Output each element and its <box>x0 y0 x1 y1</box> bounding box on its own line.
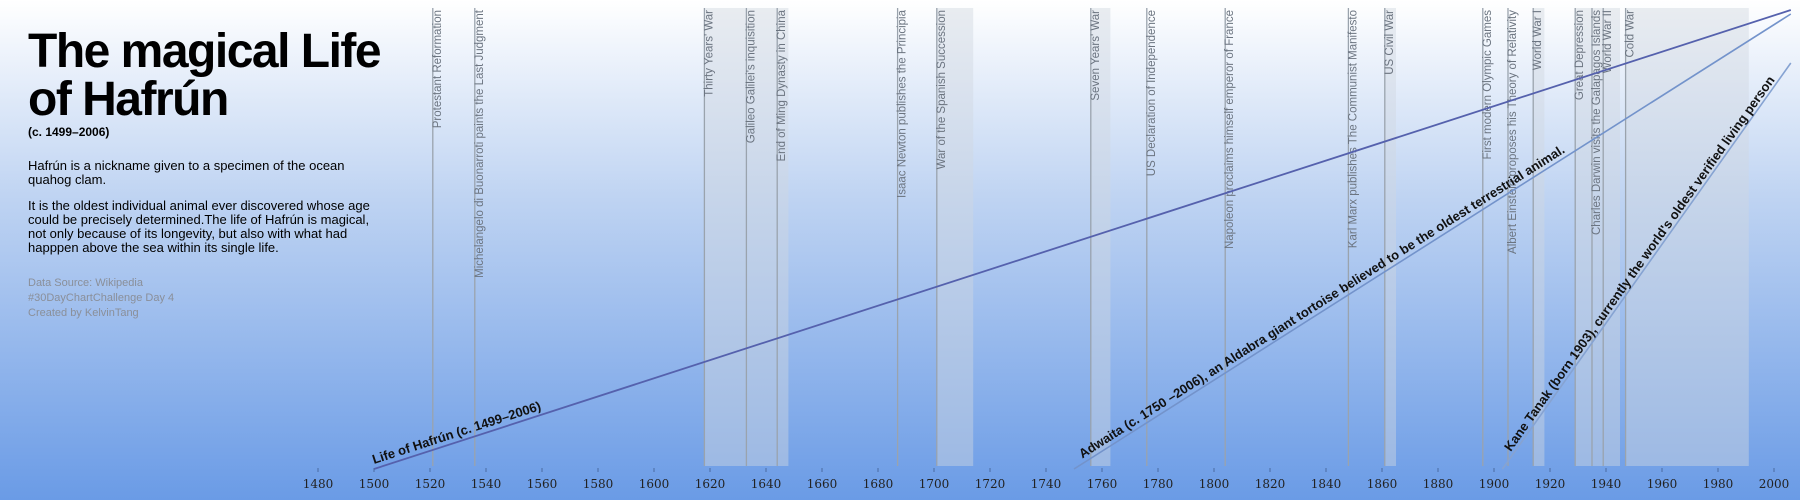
x-tick-label-0: 1480 <box>303 477 334 491</box>
event-label-16: Charles Darwin visits the Galapagos Isla… <box>1591 10 1603 235</box>
x-tick-label-8: 1640 <box>751 477 782 491</box>
x-tick-label-6: 1600 <box>639 477 670 491</box>
event-label-9: Napoleon proclaims himself emperor of Fr… <box>1224 10 1236 249</box>
x-tick-label-21: 1900 <box>1479 477 1510 491</box>
event-label-6: War of the Spanish Succession <box>936 10 948 169</box>
challenge-credit: #30DayChartChallenge Day 4 <box>28 292 175 304</box>
event-label-18: Cold War <box>1625 10 1637 58</box>
event-markers: Protestant Reformation Michelangelo di Bu… <box>432 8 1637 466</box>
data-source-credit: Data Source: Wikipedia <box>28 277 143 289</box>
event-label-4: End of Ming Dynasty in China <box>776 9 788 161</box>
x-tick-label-2: 1520 <box>415 477 446 491</box>
x-tick-label-23: 1940 <box>1591 477 1622 491</box>
x-tick-label-19: 1860 <box>1367 477 1398 491</box>
x-tick-label-18: 1840 <box>1311 477 1342 491</box>
event-label-11: US Civil War <box>1384 10 1396 75</box>
x-tick-label-17: 1820 <box>1255 477 1286 491</box>
event-label-5: Isaac Newton publishes the Principia <box>897 9 909 198</box>
x-tick-label-1: 1500 <box>359 477 390 491</box>
event-label-0: Protestant Reformation <box>432 10 444 128</box>
x-tick-label-10: 1680 <box>863 477 894 491</box>
x-tick-label-12: 1720 <box>975 477 1006 491</box>
event-label-1: Michelangelo di Buonarroti paints the La… <box>474 9 486 278</box>
event-label-3: Galileo Galilei's inquisition <box>745 10 757 143</box>
period-band-6 <box>936 8 974 466</box>
life-line-2 <box>1501 62 1792 470</box>
x-tick-label-5: 1580 <box>583 477 614 491</box>
x-tick-label-22: 1920 <box>1535 477 1566 491</box>
life-line-1 <box>1073 13 1792 470</box>
x-tick-label-25: 1980 <box>1703 477 1734 491</box>
description-paragraph-2: It is the oldest individual animal ever … <box>28 198 370 255</box>
period-band-15 <box>1575 8 1604 466</box>
life-line-label-1: Adwaita (c. 1750 –2006), an Aldabra gian… <box>1076 142 1567 461</box>
x-tick-label-14: 1760 <box>1087 477 1118 491</box>
period-band-7 <box>1090 8 1111 466</box>
x-tick-label-24: 1960 <box>1647 477 1678 491</box>
period-band-11 <box>1384 8 1396 466</box>
x-tick-label-4: 1560 <box>527 477 558 491</box>
x-tick-label-20: 1880 <box>1423 477 1454 491</box>
period-band-18 <box>1625 8 1749 466</box>
event-label-15: Great Depression <box>1574 10 1586 100</box>
page-subtitle: (c. 1499–2006) <box>28 125 110 139</box>
event-label-7: Seven Years' War <box>1090 10 1102 101</box>
x-tick-label-7: 1620 <box>695 477 726 491</box>
x-tick-label-13: 1740 <box>1031 477 1062 491</box>
credits: Data Source: Wikipedia #30DayChartChalle… <box>28 276 383 321</box>
page-title: The magical Life of Hafrún <box>28 25 382 126</box>
event-label-8: US Declaration of Independence <box>1146 10 1158 176</box>
x-tick-label-11: 1700 <box>919 477 950 491</box>
event-label-10: Karl Marx publishes The Communist Manife… <box>1347 10 1359 248</box>
info-panel: The magical Life of Hafrún (c. 1499–2006… <box>28 28 383 321</box>
x-tick-label-16: 1800 <box>1199 477 1230 491</box>
period-band-14 <box>1533 8 1545 466</box>
period-band-17 <box>1603 8 1620 466</box>
event-label-14: World War I <box>1532 10 1544 70</box>
life-line-label-0: Life of Hafrún (c. 1499–2006) <box>370 398 542 467</box>
life-line-0 <box>373 9 1792 470</box>
x-tick-label-9: 1660 <box>807 477 838 491</box>
event-label-2: Thirty Years' War <box>703 10 715 97</box>
event-label-12: First modern Olympic Games <box>1482 10 1494 160</box>
x-axis: 1480 1500 1520 1540 1560 1580 1600 1620 1640 1660… <box>303 468 1790 491</box>
event-label-13: Albert Einstein proposes his Theory of R… <box>1507 10 1519 254</box>
x-tick-label-26: 2000 <box>1759 477 1790 491</box>
description-paragraph-1: Hafrún is a nickname given to a specimen… <box>28 158 345 187</box>
x-tick-label-3: 1540 <box>471 477 502 491</box>
x-tick-label-15: 1780 <box>1143 477 1174 491</box>
author-credit: Created by KelvinTang <box>28 307 139 319</box>
event-label-17: World War II <box>1602 10 1614 73</box>
